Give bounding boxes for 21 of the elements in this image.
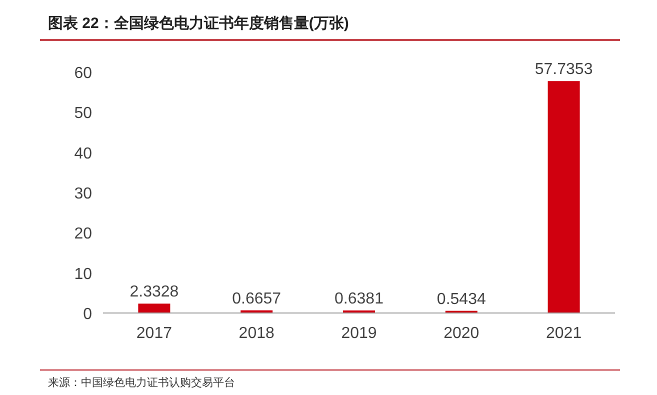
bar: [548, 81, 580, 313]
y-tick-label: 20: [74, 226, 92, 243]
y-tick-label: 40: [74, 145, 92, 162]
x-tick-label: 2019: [341, 325, 377, 342]
y-tick-label: 0: [83, 306, 92, 323]
x-tick-label: 2018: [238, 325, 274, 342]
data-label: 57.7353: [534, 61, 593, 78]
data-label: 0.5434: [436, 290, 486, 308]
y-tick-label: 10: [74, 266, 92, 283]
y-tick-label: 60: [74, 65, 92, 82]
x-tick-label: 2021: [546, 325, 582, 342]
y-tick-label: 30: [74, 186, 92, 202]
data-label: 0.6381: [334, 290, 384, 308]
source-note: 来源：中国绿色电力证书认购交易平台: [48, 376, 235, 389]
x-tick-label: 2020: [444, 325, 480, 342]
data-label: 2.3328: [130, 284, 179, 301]
bar: [138, 304, 170, 313]
data-label: 0.6657: [232, 290, 282, 308]
y-tick-label: 50: [74, 105, 92, 122]
x-tick-label: 2017: [136, 325, 172, 342]
chart-title: 图表 22：全国绿色电力证书年度销售量(万张): [48, 14, 349, 32]
